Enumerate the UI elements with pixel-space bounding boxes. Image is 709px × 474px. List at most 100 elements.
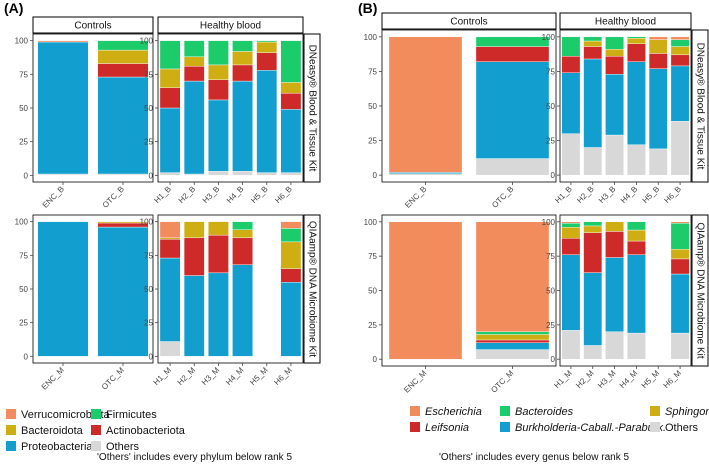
y-tick-label: 0: [551, 171, 556, 180]
bar-segment-h3-m-leifsonia: [605, 231, 624, 258]
y-tick-label: 25: [19, 138, 28, 147]
bar-segment-otc-b-bacteroides: [475, 36, 550, 47]
bar-segment-otc-m-escherichia: [475, 221, 550, 332]
bar-segment-h6-m-escherichia: [670, 221, 690, 224]
bar-segment-h1-m-proteobacteria: [159, 257, 181, 342]
bar-segment-h4-b-others: [232, 171, 253, 176]
bar-segment-h1-b-bacteroidota: [159, 68, 181, 88]
bar-segment-otc-b-firmicutes: [97, 40, 149, 51]
y-tick-label: 100: [15, 218, 29, 227]
bar-segment-h4-b-others: [627, 144, 646, 176]
bar-segment-h2-b-firmicutes: [183, 40, 205, 58]
bar-segment-h3-b-others: [605, 134, 624, 176]
x-tick-label: H6_M: [662, 368, 684, 390]
legend-label: Leifsonia: [425, 422, 469, 434]
bar-segment-enc-b-verrucomicrobiota: [37, 40, 89, 43]
bar-segment-otc-m-burkholderia-caball-paraburk: [475, 342, 550, 350]
x-tick-label: H5_B: [249, 185, 270, 206]
bar-segment-h2-b-bacteroidota: [183, 56, 205, 67]
facet-1-0: 0 25 50 75 100 ENC_M OTC_M: [15, 214, 154, 392]
y-tick-label: 75: [19, 251, 28, 260]
y-tick-label: 25: [546, 137, 555, 146]
legend-label: Escherichia: [425, 406, 482, 418]
y-tick-label: 25: [144, 138, 153, 147]
facet-0-0: 0 25 50 75 100 ENC_B OTC_B: [364, 29, 557, 210]
panel-a: (A) Controls Healthy blood DNeasy® Blood & …: [4, 0, 321, 463]
bar-segment-h1-m-others: [561, 330, 581, 360]
y-tick-label: 0: [373, 355, 378, 364]
x-tick-label: ENC_B: [403, 185, 428, 210]
y-tick-label: 100: [364, 33, 378, 42]
bar-segment-h3-m-bacteroidota: [208, 221, 229, 236]
bar-segment-h6-b-actinobacteriota: [280, 92, 302, 110]
bar-segment-h6-b-escherichia: [670, 36, 690, 40]
legend-label: Others: [665, 422, 699, 434]
legend-swatch-escherichia: [410, 406, 420, 416]
y-tick-label: 100: [140, 37, 154, 46]
bar-segment-otc-b-leifsonia: [475, 46, 550, 62]
bar-segment-h4-b-bacteroidota: [232, 51, 253, 66]
bar-segment-h2-b-actinobacteriota: [183, 66, 205, 82]
bar-segment-h6-b-sphingomonas: [670, 46, 690, 56]
bar-segment-otc-b-others: [475, 158, 550, 176]
legend-swatch-verrucomicrobiota: [6, 409, 16, 419]
bar-segment-enc-b-proteobacteria: [37, 41, 89, 175]
bar-segment-h2-m-bacteroidota: [183, 221, 205, 239]
bar-segment-h5-b-bacteroidota: [256, 41, 278, 53]
facet-strip-label: Controls: [74, 21, 111, 32]
x-tick-label: H1_B: [553, 185, 574, 206]
bar-segment-h2-b-proteobacteria: [183, 80, 205, 175]
x-tick-label: H6_B: [273, 185, 294, 206]
y-tick-label: 50: [19, 104, 28, 113]
plot-area: [157, 214, 304, 364]
bar-segment-h4-m-bacteroidota: [232, 229, 253, 239]
bar-segment-h4-b-bacteroides: [627, 36, 646, 39]
bar-segment-h3-b-sphingomonas: [605, 49, 624, 57]
legend-swatch-leifsonia: [410, 422, 420, 432]
legend-swatch-actinobacteriota: [91, 425, 101, 435]
bar-segment-otc-b-others: [97, 173, 149, 176]
x-tick-label: H4_B: [225, 185, 246, 206]
bar-segment-h6-m-sphingomonas: [670, 249, 690, 260]
bar-segment-enc-b-burkholderia-caball-paraburk: [388, 172, 463, 174]
panel-b: (B) Controls Healthy blood DNeasy® Blood & …: [358, 0, 709, 463]
bar-segment-otc-m-bacteroidota: [97, 221, 149, 224]
y-tick-label: 25: [546, 321, 555, 330]
bar-segment-otc-b-proteobacteria: [97, 76, 149, 175]
x-tick-label: H2_B: [575, 185, 596, 206]
bar-segment-h6-m-proteobacteria: [280, 282, 302, 357]
bar-segment-h3-b-leifsonia: [605, 56, 624, 75]
bar-segment-h4-m-others: [627, 332, 646, 360]
legend-label: Others: [106, 441, 140, 453]
y-tick-label: 75: [144, 70, 153, 79]
panel-label: (B): [358, 0, 377, 16]
bar-segment-h6-m-leifsonia: [670, 258, 690, 275]
bar-segment-h5-b-proteobacteria: [256, 70, 278, 173]
bar-segment-h6-b-proteobacteria: [280, 109, 302, 173]
facet-strip-label: QIAamp® DNA Microbiome Kit: [694, 222, 705, 359]
facet-strip-dneasy-blood-tissue-kit: [303, 33, 321, 183]
x-tick-label: OTC_B: [490, 185, 515, 210]
bar-segment-h5-b-escherichia: [648, 36, 668, 40]
facet-strip-healthy-blood: [559, 12, 692, 30]
y-tick-label: 100: [542, 33, 556, 42]
bar-segment-h6-m-bacteroidota: [280, 241, 302, 269]
bar-segment-otc-b-burkholderia-caball-paraburk: [475, 61, 550, 159]
bar-segment-h5-b-sphingomonas: [648, 39, 668, 54]
facet-strip-dneasy-blood-tissue-kit: [691, 29, 709, 183]
bar-segment-h6-m-others: [670, 332, 690, 360]
y-tick-label: 100: [140, 218, 154, 227]
y-tick-label: 0: [551, 355, 556, 364]
legend-label: Bacteroides: [515, 406, 574, 418]
y-tick-label: 50: [546, 102, 555, 111]
x-tick-label: H5_M: [248, 365, 270, 387]
bar-segment-h4-b-sphingomonas: [627, 38, 646, 44]
y-tick-label: 25: [144, 319, 153, 328]
y-tick-label: 50: [368, 102, 377, 111]
facet-strip-label: Healthy blood: [595, 17, 656, 28]
bar-segment-h5-b-others: [648, 148, 668, 176]
x-tick-label: H2_B: [177, 185, 198, 206]
bar-segment-otc-m-leifsonia: [475, 339, 550, 343]
facet-strip-label: Healthy blood: [200, 21, 261, 32]
x-tick-label: H1_M: [552, 368, 574, 390]
